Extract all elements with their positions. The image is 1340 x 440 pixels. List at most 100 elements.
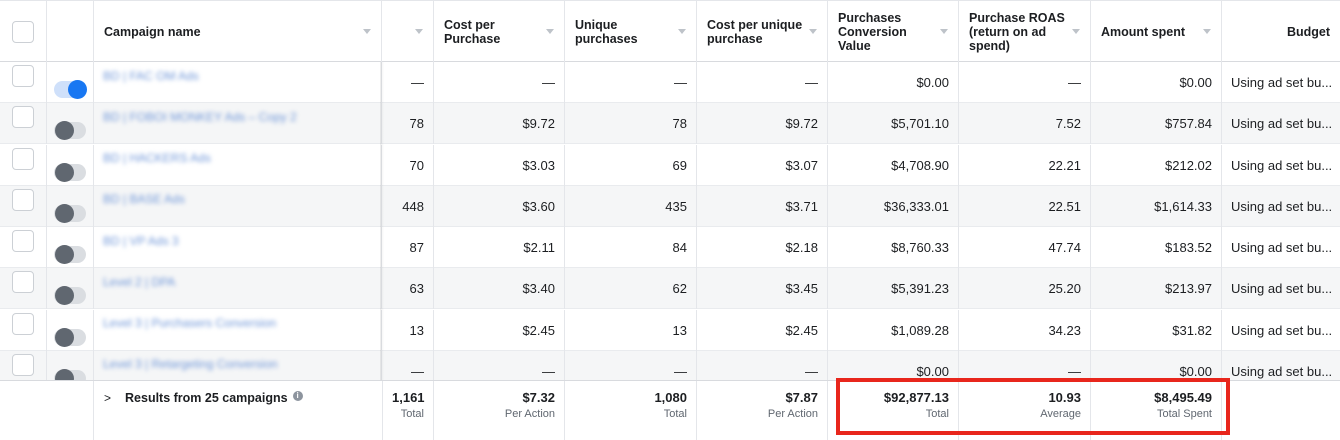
cell-cost-per-unique: $9.72 — [697, 103, 828, 145]
table-row[interactable]: BD | VP Ads 3 87 $2.11 84 $2.18 $8,760.33 47.7… — [0, 227, 1340, 268]
cell-cost-per-purchase-value: $9.72 — [522, 116, 555, 132]
campaign-name-link[interactable]: BD | HACKERS Ads — [103, 151, 211, 165]
table-row[interactable]: Level 3 | Purchasers Conversion 13 $2.45 13… — [0, 309, 1340, 351]
campaign-toggle[interactable] — [54, 327, 86, 347]
campaign-toggle[interactable] — [54, 203, 86, 223]
col-campaign-name-label: Campaign name — [104, 24, 201, 39]
campaign-name-link[interactable]: BD | FAC OM Ads — [103, 68, 199, 83]
total-purchases-value: 1,161 — [392, 390, 425, 405]
cell-roas-value: 34.23 — [1048, 322, 1081, 338]
campaign-toggle[interactable] — [54, 162, 86, 182]
cell-purchases-value: 13 — [409, 322, 424, 338]
cell-cost-per-purchase-value: $2.11 — [523, 240, 555, 255]
table-row[interactable]: BD | BASE Ads 448 $3.60 435 $3.71 $36,333.01 2… — [0, 185, 1340, 227]
cell-amount-spent: $0.00 — [1091, 62, 1222, 103]
table-row[interactable]: BD | HACKERS Ads 70 $3.03 69 $3.07 $4,708.90 2… — [0, 144, 1340, 186]
campaign-name-link[interactable]: Level 3 | Retargeting Conversion — [103, 357, 278, 372]
total-value-sub: Total — [925, 408, 949, 420]
cell-purchases: — — [382, 62, 434, 103]
cell-cost-per-purchase-value: $3.03 — [522, 157, 555, 173]
campaign-toggle[interactable] — [54, 245, 86, 264]
campaign-toggle[interactable] — [54, 286, 86, 306]
header-toggle-cell — [47, 1, 94, 62]
toggle-knob — [55, 162, 74, 182]
table-row[interactable]: BD | FOBOI MONKEY Ads – Copy 2 78 $9.72 78 $… — [0, 103, 1340, 145]
cell-campaign-name: BD | FOBOI MONKEY Ads – Copy 2 — [94, 103, 382, 145]
col-roas-label: Purchase ROAS (return on ad spend) — [969, 10, 1065, 53]
cell-purchases-value: 78 — [409, 116, 424, 132]
col-conversion-value[interactable]: Purchases Conversion Value — [828, 1, 959, 62]
cell-amount-spent-value: $213.97 — [1165, 281, 1212, 297]
cell-cost-per-purchase: — — [434, 350, 565, 392]
cell-unique-purchases-value: 84 — [672, 240, 687, 255]
chevron-right-icon[interactable]: > — [104, 391, 112, 405]
table-row[interactable]: BD | FAC OM Ads — — — — $0.00 — $0.00 Using ad s… — [0, 62, 1340, 103]
campaign-toggle[interactable] — [54, 80, 87, 99]
footer-budget-cell — [1222, 381, 1340, 440]
cell-amount-spent-value: $0.00 — [1179, 363, 1212, 379]
cell-roas-value: 7.52 — [1055, 116, 1081, 132]
row-toggle-cell — [47, 144, 94, 186]
cell-budget: Using ad set bu... — [1222, 103, 1340, 144]
col-cost-per-purchase[interactable]: Cost per Purchase — [434, 1, 565, 62]
cell-roas-value: 47.74 — [1048, 240, 1081, 255]
col-purchases[interactable] — [382, 1, 434, 62]
cell-purchases-value: 70 — [409, 157, 424, 173]
cell-cost-per-purchase: $9.72 — [434, 103, 565, 145]
row-checkbox[interactable] — [12, 147, 34, 170]
results-summary-row: > Results from 25 campaigns i 1,161 Tota… — [0, 380, 1340, 440]
campaign-name-link[interactable]: Level 2 | DPA — [103, 274, 176, 289]
cell-cost-per-unique-value: — — [805, 363, 818, 379]
cell-unique-purchases: — — [565, 62, 697, 103]
cell-roas: 7.52 — [959, 103, 1091, 145]
total-purchases-sub: Total — [400, 408, 424, 420]
col-amount-spent[interactable]: Amount spent — [1091, 1, 1222, 62]
info-icon[interactable]: i — [292, 391, 303, 401]
cell-budget: Using ad set bu... — [1222, 310, 1340, 351]
select-all-checkbox[interactable] — [12, 20, 34, 43]
campaign-toggle[interactable] — [54, 121, 86, 141]
toggle-knob — [55, 286, 74, 306]
cell-unique-purchases: 69 — [565, 144, 697, 186]
cell-cost-per-unique: — — [697, 62, 828, 103]
average-roas-sub: Average — [1040, 408, 1081, 420]
cell-cost-per-unique: — — [697, 350, 828, 392]
col-cost-per-purchase-label: Cost per Purchase — [444, 17, 501, 46]
col-campaign-name[interactable]: Campaign name — [94, 1, 382, 62]
cell-cost-per-unique-value: $9.72 — [785, 116, 818, 132]
campaign-name-link[interactable]: Level 3 | Purchasers Conversion — [103, 316, 277, 330]
row-checkbox[interactable] — [12, 271, 34, 294]
cell-conversion-value-value: $5,391.23 — [891, 281, 949, 297]
cell-unique-purchases-value: 435 — [665, 198, 687, 214]
cell-campaign-name: BD | BASE Ads — [94, 185, 382, 227]
row-checkbox[interactable] — [12, 312, 34, 335]
cell-cost-per-unique-value: — — [805, 75, 818, 90]
cell-roas-value: 25.20 — [1048, 281, 1081, 297]
cell-campaign-name: BD | FAC OM Ads — [94, 62, 382, 103]
row-checkbox[interactable] — [12, 65, 34, 87]
results-summary-label[interactable]: > Results from 25 campaigns i — [94, 381, 382, 440]
cell-cost-per-unique: $3.07 — [697, 144, 828, 186]
row-checkbox[interactable] — [12, 106, 34, 129]
cell-unique-purchases: 13 — [565, 309, 697, 351]
cell-unique-purchases-value: 62 — [672, 281, 687, 297]
campaign-name-link[interactable]: BD | BASE Ads — [103, 192, 185, 207]
cell-budget-value: Using ad set bu... — [1231, 322, 1333, 338]
cell-cost-per-unique-value: $2.45 — [785, 322, 818, 338]
cell-amount-spent: $31.82 — [1091, 309, 1222, 351]
campaign-name-link[interactable]: BD | FOBOI MONKEY Ads – Copy 2 — [103, 109, 297, 124]
col-unique-purchases[interactable]: Unique purchases — [565, 1, 697, 62]
cell-unique-purchases: 62 — [565, 268, 697, 310]
col-cost-per-unique[interactable]: Cost per unique purchase — [697, 1, 828, 62]
table-row[interactable]: Level 2 | DPA 63 $3.40 62 $3.45 $5,391.23 25.2… — [0, 268, 1340, 310]
cell-budget: Using ad set bu... — [1222, 145, 1340, 186]
row-checkbox[interactable] — [12, 230, 34, 252]
row-checkbox[interactable] — [12, 353, 34, 376]
campaign-name-link[interactable]: BD | VP Ads 3 — [103, 233, 179, 248]
col-roas[interactable]: Purchase ROAS (return on ad spend) — [959, 1, 1091, 62]
col-budget[interactable]: Budget — [1222, 1, 1340, 62]
row-checkbox[interactable] — [12, 188, 34, 211]
cell-budget: Using ad set bu... — [1222, 62, 1340, 103]
cell-unique-purchases-value: 78 — [672, 116, 687, 132]
total-cpu-sub: Per Action — [767, 408, 818, 420]
